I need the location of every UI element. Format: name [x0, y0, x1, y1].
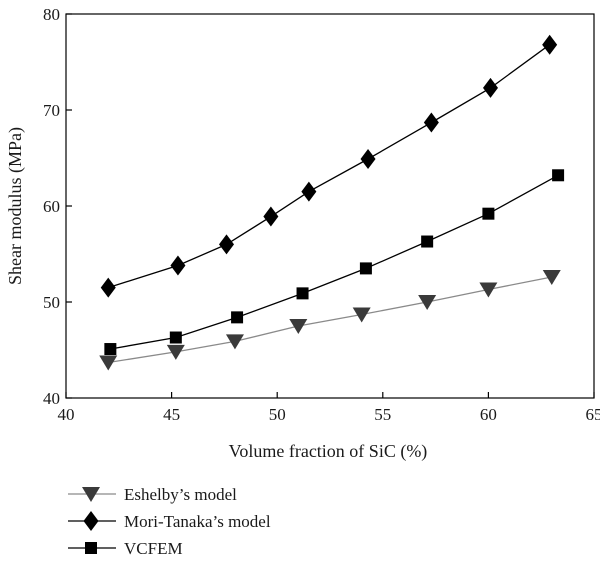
x-tick-label: 60 — [480, 405, 497, 424]
data-point-vcfem — [482, 207, 495, 220]
legend-entry-eshelby: Eshelby’s model — [68, 485, 237, 504]
data-point-vcfem — [421, 235, 434, 248]
y-axis-label: Shear modulus (MPa) — [5, 127, 26, 285]
axis-ticks — [65, 13, 595, 399]
series-line-eshelby — [108, 276, 552, 364]
x-tick-label: 40 — [58, 405, 75, 424]
legend-entry-vcfem: VCFEM — [68, 539, 183, 558]
y-tick-label: 80 — [43, 5, 60, 24]
legend-marker-square — [85, 542, 97, 554]
series-line-vcfem — [110, 174, 559, 350]
data-point-mori-tanaka — [542, 34, 558, 55]
data-point-mori-tanaka — [100, 277, 116, 298]
plot-area-border — [65, 13, 595, 399]
legend-marker-diamond — [83, 511, 99, 531]
data-point-mori-tanaka — [423, 112, 439, 133]
data-point-vcfem — [552, 169, 565, 182]
data-point-eshelby — [166, 344, 185, 360]
y-tick-label: 40 — [43, 389, 60, 408]
series-mori-tanaka — [100, 34, 558, 298]
y-tick-label: 60 — [43, 197, 60, 216]
x-axis-label: Volume fraction of SiC (%) — [229, 441, 428, 462]
data-point-mori-tanaka — [263, 206, 279, 227]
legend-marker-triangle-down — [82, 487, 100, 502]
data-point-eshelby — [479, 282, 498, 298]
data-point-vcfem — [169, 331, 182, 344]
data-point-eshelby — [225, 334, 244, 350]
data-point-vcfem — [359, 262, 372, 275]
axis-tick-labels: 40 45 50 55 60 65 40 50 60 70 80 — [43, 5, 600, 424]
legend-entry-mori-tanaka: Mori-Tanaka’s model — [68, 511, 271, 531]
data-point-vcfem — [296, 287, 309, 300]
data-point-eshelby — [542, 270, 561, 286]
legend-label-mori-tanaka: Mori-Tanaka’s model — [124, 512, 271, 531]
legend: Eshelby’s model Mori-Tanaka’s model VCFE… — [68, 485, 271, 558]
series-vcfem — [104, 169, 565, 356]
x-tick-label: 45 — [163, 405, 180, 424]
data-point-eshelby — [418, 295, 437, 310]
x-tick-label: 65 — [586, 405, 600, 424]
y-tick-label: 50 — [43, 293, 60, 312]
data-point-mori-tanaka — [483, 77, 499, 98]
x-tick-label: 55 — [374, 405, 391, 424]
data-series — [99, 34, 565, 371]
data-point-mori-tanaka — [170, 255, 186, 276]
data-point-vcfem — [231, 311, 244, 324]
legend-label-eshelby: Eshelby’s model — [124, 485, 237, 504]
x-tick-label: 50 — [269, 405, 286, 424]
data-point-mori-tanaka — [301, 181, 317, 202]
data-point-mori-tanaka — [360, 148, 376, 169]
series-line-mori-tanaka — [108, 44, 550, 289]
data-point-eshelby — [352, 307, 371, 323]
plot-frame — [65, 13, 595, 399]
y-tick-label: 70 — [43, 101, 60, 120]
data-point-vcfem — [104, 343, 117, 356]
legend-label-vcfem: VCFEM — [124, 539, 183, 558]
data-point-eshelby — [289, 319, 308, 334]
data-point-mori-tanaka — [219, 234, 235, 255]
series-eshelby — [99, 270, 561, 371]
data-point-eshelby — [99, 355, 118, 371]
